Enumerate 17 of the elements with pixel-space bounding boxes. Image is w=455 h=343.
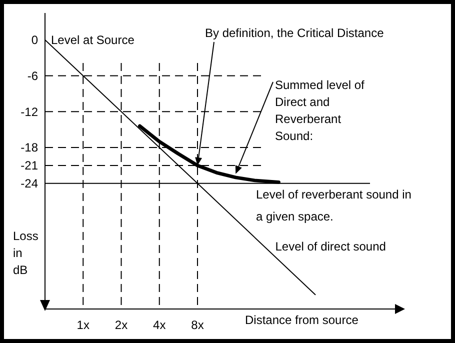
x-axis-title: Distance from source (245, 313, 359, 327)
y-tick-label: -21 (20, 158, 38, 173)
annotation: Summed level of Direct and Reverberant Sound: (275, 78, 366, 143)
y-tick-label: -24 (20, 176, 38, 191)
x-tick-label: 2x (114, 318, 128, 332)
ref-line-label: Level of reverberant sound in a given space. (256, 187, 412, 224)
x-tick-label: 4x (153, 318, 166, 332)
y-tick-label: 0 (31, 33, 38, 48)
annotation: By definition, the Critical Distance (205, 26, 384, 40)
y-tick-label: -6 (27, 68, 38, 83)
y-tick-label: -12 (20, 104, 38, 119)
x-tick-label: 8x (191, 318, 204, 332)
x-tick-label: 1x (76, 318, 90, 332)
y-axis-title: Loss in dB (13, 229, 38, 277)
series-label: Level of direct sound (275, 240, 386, 254)
annotation: Level at Source (51, 32, 135, 47)
y-tick-label: -18 (20, 140, 38, 155)
